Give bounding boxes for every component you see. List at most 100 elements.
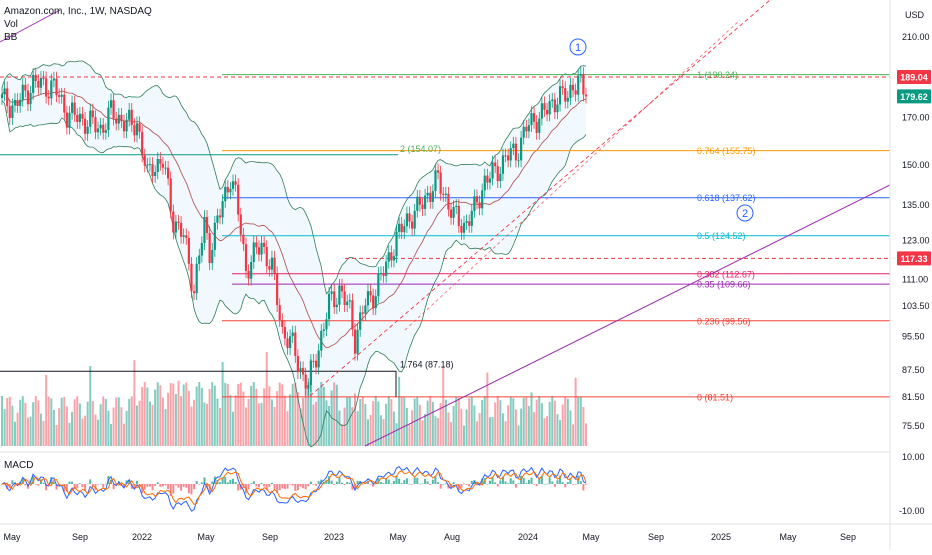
macd-histogram-bar — [351, 484, 354, 490]
volume-bar — [213, 385, 216, 446]
x-tick-label: Sep — [262, 532, 278, 542]
candle-body — [338, 285, 341, 305]
macd-histogram-bar — [219, 482, 222, 484]
candle-body — [247, 270, 250, 279]
price-tag — [897, 89, 931, 104]
macd-histogram-bar — [507, 483, 510, 484]
macd-histogram-bar — [206, 484, 209, 488]
volume-bar — [291, 383, 294, 446]
volume-bar — [374, 396, 377, 446]
volume-bar — [413, 398, 416, 446]
volume-bar — [379, 415, 382, 446]
macd-histogram-bar — [252, 481, 255, 484]
macd-histogram-bar — [548, 477, 551, 484]
currency-label: USD — [905, 10, 925, 20]
candle-body — [211, 249, 214, 264]
macd-histogram-bar — [283, 484, 286, 490]
candle-body — [216, 215, 219, 223]
macd-histogram-bar — [561, 482, 564, 484]
macd-histogram-bar — [50, 477, 53, 484]
volume-bar — [81, 418, 84, 446]
macd-histogram-bar — [104, 483, 107, 485]
volume-bar — [50, 398, 53, 446]
candle-body — [21, 84, 24, 100]
candle-body — [444, 193, 447, 195]
candle-body — [579, 73, 582, 76]
macd-histogram-bar — [169, 484, 172, 496]
candle-body — [278, 305, 281, 321]
macd-histogram-bar — [112, 484, 115, 490]
volume-bar — [185, 382, 188, 446]
volume-bar — [522, 397, 525, 446]
y-tick-label: 81.50 — [902, 392, 925, 402]
volume-bar — [499, 400, 502, 446]
candle-body — [231, 181, 235, 189]
macd-histogram-bar — [328, 476, 331, 484]
candle-body — [179, 222, 183, 237]
volume-bar — [418, 404, 421, 446]
candle-body — [408, 213, 411, 222]
price-tag-label: 179.62 — [900, 92, 928, 102]
candle-body — [203, 216, 206, 244]
macd-histogram-bar — [232, 478, 235, 484]
volume-bar — [237, 384, 240, 446]
macd-histogram-bar — [86, 483, 89, 485]
volume-bar — [359, 399, 362, 446]
volume-bar — [257, 403, 260, 446]
macd-histogram-bar — [530, 477, 533, 484]
symbol-title: Amazon.com, Inc., 1W, NASDAQ — [4, 6, 152, 17]
candle-body — [42, 77, 45, 79]
candle-body — [239, 214, 242, 235]
candle-body — [301, 368, 305, 375]
volume-bar — [434, 416, 437, 446]
macd-histogram-bar — [377, 478, 380, 484]
candle-body — [561, 86, 564, 89]
volume-bar — [78, 403, 81, 446]
macd-histogram-bar — [353, 484, 356, 490]
macd-histogram-bar — [546, 483, 549, 485]
volume-bar — [294, 382, 297, 446]
macd-histogram-bar — [76, 484, 79, 489]
volume-bar — [517, 425, 520, 446]
macd-histogram-bar — [501, 476, 504, 484]
candle-body — [418, 196, 421, 205]
price-tag-label: 117.33 — [900, 254, 927, 264]
candle-body — [426, 192, 429, 196]
macd-histogram-bar — [343, 484, 346, 486]
macd-histogram-bar — [400, 483, 403, 484]
candle-body — [452, 207, 455, 218]
candle-body — [348, 300, 351, 302]
macd-histogram-bar — [315, 484, 318, 486]
volume-bar — [520, 408, 523, 446]
volume-bar — [450, 422, 453, 446]
candle-body — [221, 201, 224, 218]
vol-indicator-label: Vol — [4, 19, 18, 30]
macd-histogram-bar — [42, 482, 45, 484]
macd-histogram-bar — [52, 482, 55, 484]
candle-body — [37, 81, 40, 88]
macd-histogram-bar — [224, 477, 227, 484]
candle-body — [322, 329, 325, 331]
candle-body — [192, 291, 196, 294]
candle-body — [159, 158, 162, 164]
candle-body — [169, 178, 172, 212]
candle-body — [457, 205, 460, 226]
candle-body — [369, 291, 372, 296]
candle-body — [255, 242, 258, 248]
macd-histogram-bar — [37, 484, 40, 486]
macd-histogram-bar — [89, 479, 92, 484]
candle-body — [8, 106, 11, 118]
macd-histogram-bar — [6, 484, 9, 490]
macd-histogram-bar — [268, 484, 271, 487]
volume-bar — [465, 409, 468, 446]
y-tick-label: 150.00 — [902, 160, 930, 170]
candle-body — [115, 118, 118, 124]
candle-body — [102, 124, 105, 133]
macd-histogram-bar — [257, 484, 260, 488]
macd-histogram-bar — [273, 484, 276, 490]
y-tick-label: 75.50 — [902, 421, 925, 431]
macd-histogram-bar — [302, 484, 305, 489]
candle-body — [218, 215, 222, 218]
volume-bar — [475, 421, 478, 446]
